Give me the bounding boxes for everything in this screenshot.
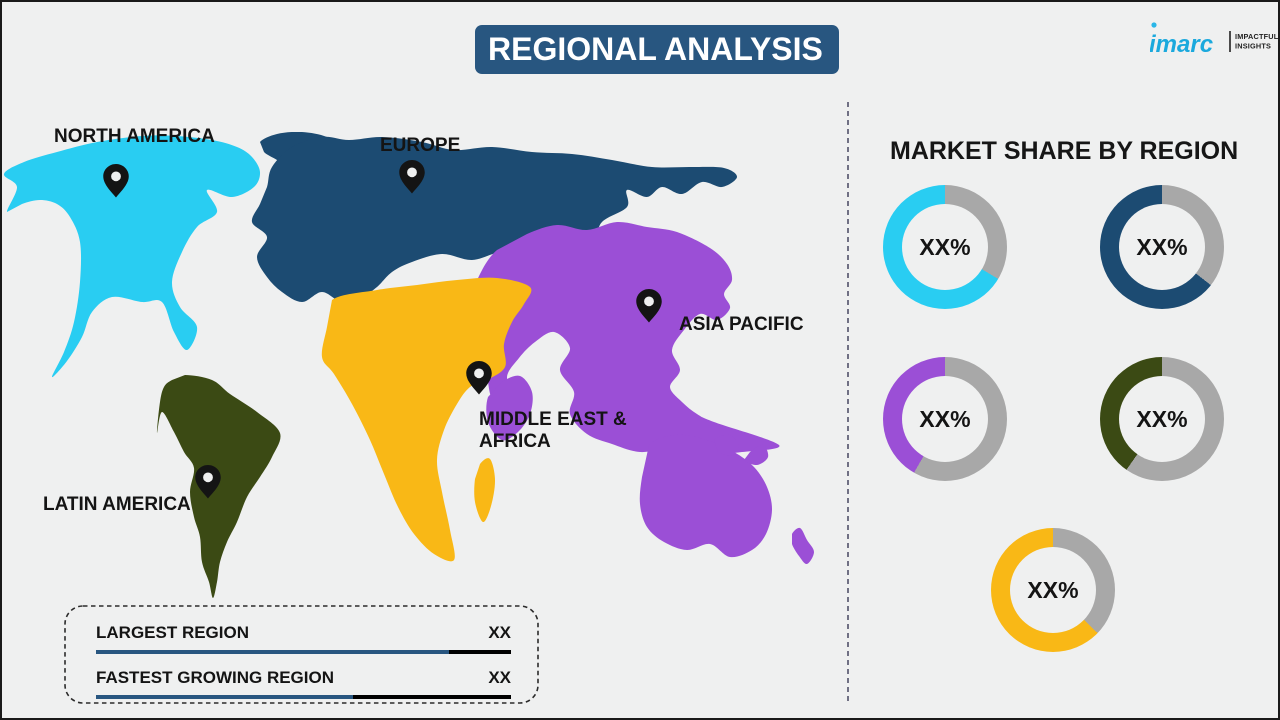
svg-text:imarc: imarc [1150,31,1213,58]
svg-text:INSIGHTS: INSIGHTS [1235,42,1271,51]
svg-text:IMPACTFUL: IMPACTFUL [1235,32,1278,41]
